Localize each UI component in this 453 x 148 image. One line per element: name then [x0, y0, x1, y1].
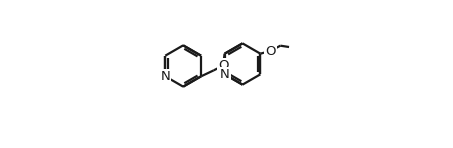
- Text: O: O: [218, 59, 228, 72]
- Text: N: N: [220, 68, 230, 81]
- Text: O: O: [265, 45, 275, 58]
- Text: N: N: [160, 70, 170, 83]
